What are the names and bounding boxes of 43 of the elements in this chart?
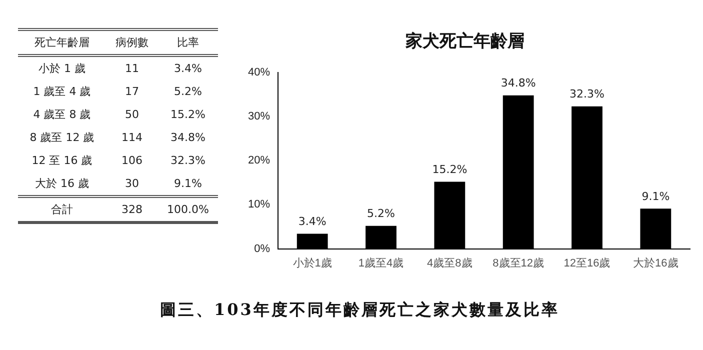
x-tick-label: 12至16歲 — [564, 256, 610, 270]
text: 30 — [124, 176, 140, 192]
text: 114 — [120, 130, 144, 146]
data-label: 3.4% — [298, 215, 326, 228]
text: 圖三、103年度不同年齡層死亡之家犬數量及比率 — [160, 300, 560, 321]
text: 9.1% — [173, 176, 203, 192]
chart-title: 家犬死亡年齡層 — [404, 32, 524, 52]
y-tick-label: 40% — [248, 66, 270, 78]
x-tick-label: 1歲至4歲 — [358, 256, 404, 270]
text: 11 — [124, 61, 140, 77]
x-tick-label: 小於1歲 — [292, 256, 332, 270]
text: 小於 1 歲 — [38, 61, 86, 77]
text: 3.4% — [173, 61, 203, 77]
text: 合計 — [50, 202, 74, 218]
data-label: 9.1% — [642, 190, 670, 204]
text: 17 — [124, 84, 140, 100]
text: 15.2% — [170, 107, 206, 123]
x-tick-label: 4歲至8歲 — [427, 256, 472, 270]
text: 50 — [124, 107, 140, 123]
data-label: 15.2% — [432, 163, 468, 176]
y-tick-label: 10% — [248, 198, 270, 211]
text: 106 — [120, 153, 144, 169]
text: 5.2% — [173, 84, 203, 100]
text: 32.3% — [170, 153, 206, 169]
y-tick-label: 0% — [254, 242, 270, 255]
y-tick-label: 20% — [248, 154, 270, 167]
text: 34.8% — [170, 130, 206, 146]
text: 死亡年齡層 — [34, 35, 90, 51]
data-label: 34.8% — [500, 76, 536, 90]
y-tick-label: 30% — [248, 110, 270, 123]
text: 4 歲至 8 歲 — [32, 107, 92, 123]
text: 大於 16 歲 — [34, 176, 90, 192]
text: 8 歲至 12 歲 — [28, 130, 96, 146]
x-tick-label: 8歲至12歲 — [492, 256, 544, 270]
text: 100.0% — [166, 202, 210, 218]
text: 12 至 16 歲 — [30, 153, 94, 169]
text: 1 歲至 4 歲 — [32, 84, 92, 100]
text: 328 — [120, 202, 144, 218]
text: 病例數 — [114, 35, 150, 51]
x-tick-label: 大於16歲 — [633, 256, 678, 270]
data-label: 32.3% — [570, 88, 604, 101]
text: 比率 — [176, 35, 200, 51]
data-label: 5.2% — [367, 207, 395, 220]
